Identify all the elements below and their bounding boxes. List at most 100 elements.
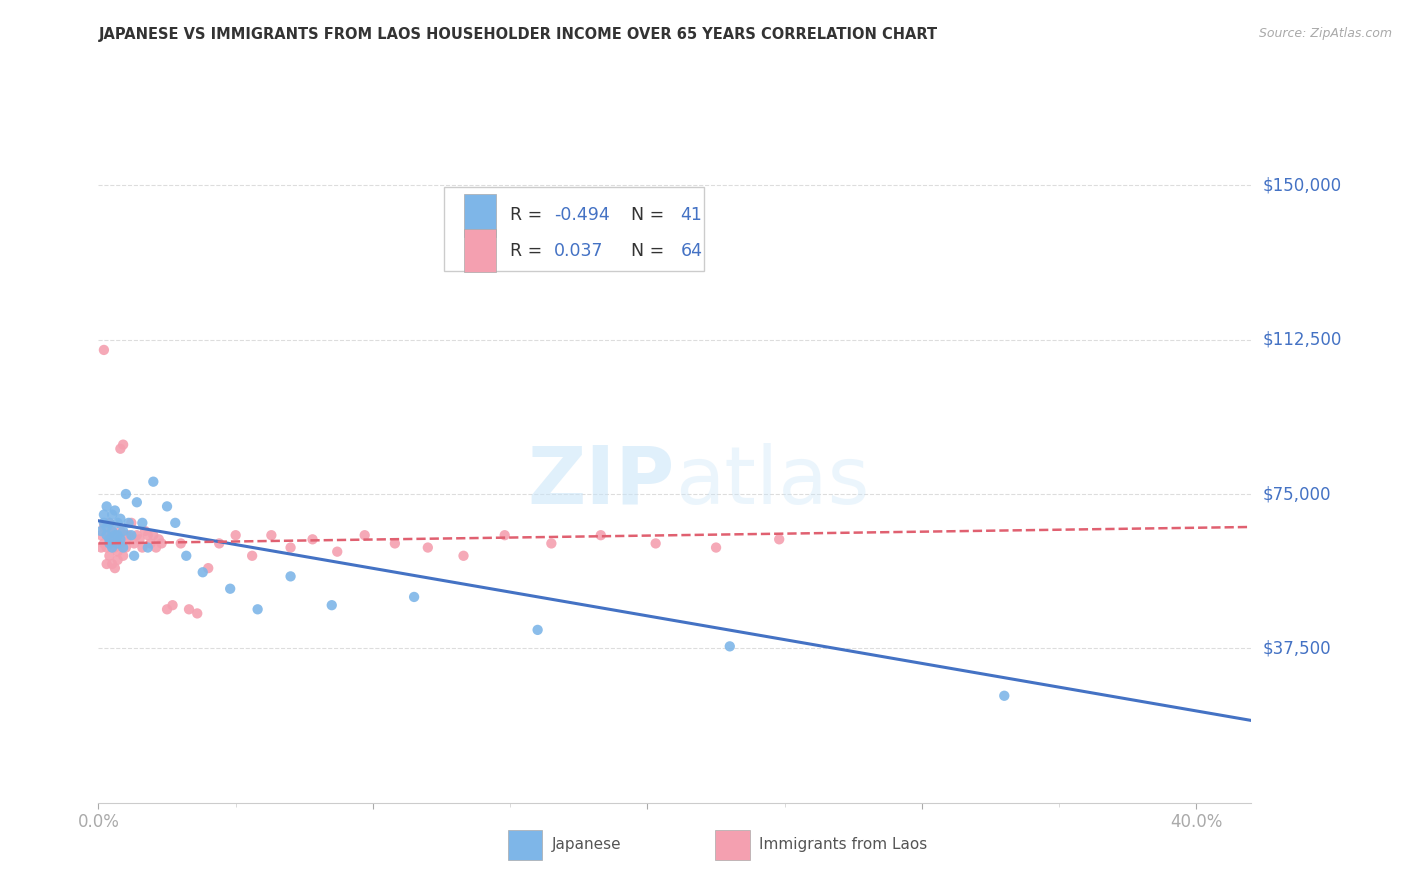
Point	[93, 343, 115, 357]
Point	[156, 500, 179, 514]
Text: R =: R =	[510, 206, 548, 224]
Point	[246, 602, 269, 616]
Point	[156, 602, 179, 616]
Text: Japanese: Japanese	[551, 838, 621, 853]
Point	[122, 536, 145, 550]
Point	[150, 536, 173, 550]
Text: 41: 41	[681, 206, 703, 224]
Point	[93, 508, 115, 522]
Point	[107, 544, 129, 558]
Point	[110, 533, 132, 547]
Text: JAPANESE VS IMMIGRANTS FROM LAOS HOUSEHOLDER INCOME OVER 65 YEARS CORRELATION CH: JAPANESE VS IMMIGRANTS FROM LAOS HOUSEHO…	[98, 27, 938, 42]
Point	[177, 602, 200, 616]
Point	[131, 516, 153, 530]
Text: N =: N =	[620, 242, 669, 260]
Point	[704, 541, 727, 555]
Point	[90, 528, 112, 542]
Point	[90, 541, 112, 555]
Point	[145, 541, 167, 555]
Point	[120, 516, 142, 530]
Point	[98, 533, 121, 547]
Point	[404, 590, 426, 604]
Point	[101, 536, 124, 550]
Point	[96, 528, 118, 542]
Text: R =: R =	[510, 242, 548, 260]
Point	[718, 640, 741, 654]
Point	[134, 524, 156, 538]
Text: atlas: atlas	[675, 442, 869, 521]
Point	[98, 516, 121, 530]
Point	[240, 549, 263, 563]
Point	[107, 536, 129, 550]
Point	[416, 541, 439, 555]
Point	[98, 549, 121, 563]
Point	[136, 528, 159, 542]
Point	[101, 524, 124, 538]
Point	[96, 520, 118, 534]
Point	[107, 553, 129, 567]
Point	[101, 557, 124, 571]
Point	[191, 566, 214, 580]
Text: N =: N =	[620, 206, 669, 224]
Point	[120, 528, 142, 542]
Text: $75,000: $75,000	[1263, 485, 1331, 503]
Point	[90, 524, 112, 538]
Point	[142, 528, 165, 542]
Point	[136, 541, 159, 555]
Point	[280, 569, 302, 583]
Point	[101, 541, 124, 555]
Point	[280, 541, 302, 555]
Point	[110, 536, 132, 550]
Point	[142, 475, 165, 489]
Point	[104, 528, 127, 542]
Text: 0.037: 0.037	[554, 242, 603, 260]
Text: ZIP: ZIP	[527, 442, 675, 521]
Point	[110, 512, 132, 526]
Point	[125, 495, 148, 509]
Point	[219, 582, 242, 596]
Point	[131, 541, 153, 555]
Point	[112, 541, 135, 555]
Point	[174, 549, 197, 563]
Point	[107, 516, 129, 530]
Point	[93, 516, 115, 530]
Point	[125, 528, 148, 542]
Point	[112, 437, 135, 451]
Text: 64: 64	[681, 242, 703, 260]
Point	[353, 528, 375, 542]
Point	[148, 533, 170, 547]
Point	[107, 528, 129, 542]
Point	[162, 598, 184, 612]
Point	[384, 536, 406, 550]
Point	[98, 533, 121, 547]
Point	[165, 516, 187, 530]
Point	[112, 524, 135, 538]
Point	[110, 524, 132, 538]
Point	[589, 528, 612, 542]
Point	[260, 528, 283, 542]
Point	[115, 487, 138, 501]
Point	[301, 533, 323, 547]
Point	[644, 536, 666, 550]
Point	[96, 500, 118, 514]
Point	[93, 536, 115, 550]
Bar	[464, 194, 496, 237]
Point	[104, 503, 127, 517]
Point	[139, 536, 162, 550]
Text: $112,500: $112,500	[1263, 331, 1341, 349]
Point	[321, 598, 343, 612]
Text: Source: ZipAtlas.com: Source: ZipAtlas.com	[1258, 27, 1392, 40]
Text: $37,500: $37,500	[1263, 640, 1331, 657]
Bar	[464, 229, 496, 272]
Point	[112, 549, 135, 563]
Point	[993, 689, 1015, 703]
Point	[526, 623, 548, 637]
Point	[326, 544, 349, 558]
Point	[93, 520, 115, 534]
Point	[96, 528, 118, 542]
Point	[122, 549, 145, 563]
Point	[494, 528, 516, 542]
Point	[186, 607, 208, 621]
Point	[197, 561, 219, 575]
Point	[96, 541, 118, 555]
